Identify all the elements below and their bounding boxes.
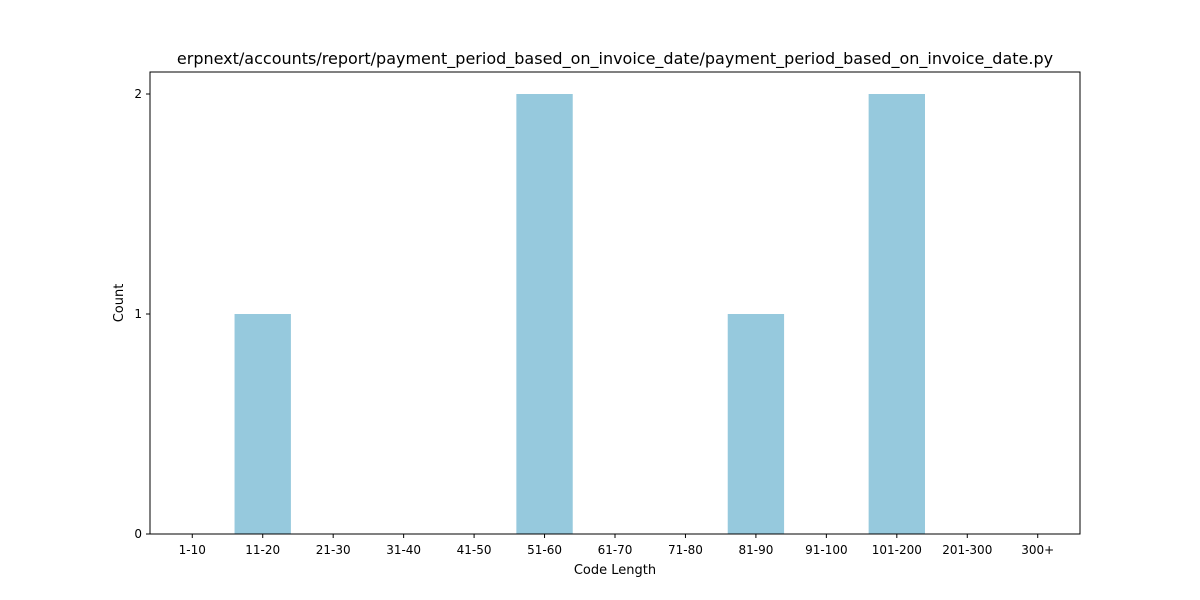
plot-area-frame: [149, 71, 1081, 535]
x-axis-ticks: 1-10 11-20 21-30 31-40 41-50 51-60 61-70 71-80 8…: [179, 534, 1054, 557]
x-axis-label: Code Length: [574, 563, 656, 578]
bar-51-60: [516, 94, 573, 534]
x-tick-label: 31-40: [386, 543, 421, 557]
chart-title: erpnext/accounts/report/payment_period_b…: [177, 49, 1053, 69]
y-axis-ticks: 0 1 2: [134, 87, 150, 541]
x-tick-label: 11-20: [245, 543, 280, 557]
x-tick-label: 41-50: [457, 543, 492, 557]
x-tick-label: 51-60: [527, 543, 562, 557]
x-tick-label: 1-10: [179, 543, 206, 557]
x-tick-label: 300+: [1021, 543, 1054, 557]
bars-group: [234, 94, 925, 534]
x-tick-label: 91-100: [805, 543, 848, 557]
x-tick-label: 101-200: [872, 543, 922, 557]
y-tick-label: 2: [134, 87, 142, 101]
bar-11-20: [234, 314, 291, 534]
bar-101-200: [868, 94, 925, 534]
x-tick-label: 201-300: [942, 543, 992, 557]
x-tick-label: 71-80: [668, 543, 703, 557]
y-tick-label: 0: [134, 527, 142, 541]
bar-81-90: [727, 314, 785, 534]
x-tick-label: 21-30: [316, 543, 351, 557]
x-tick-label: 81-90: [738, 543, 773, 557]
y-tick-label: 1: [134, 307, 142, 321]
y-axis-label: Count: [112, 284, 127, 323]
x-tick-label: 61-70: [598, 543, 633, 557]
